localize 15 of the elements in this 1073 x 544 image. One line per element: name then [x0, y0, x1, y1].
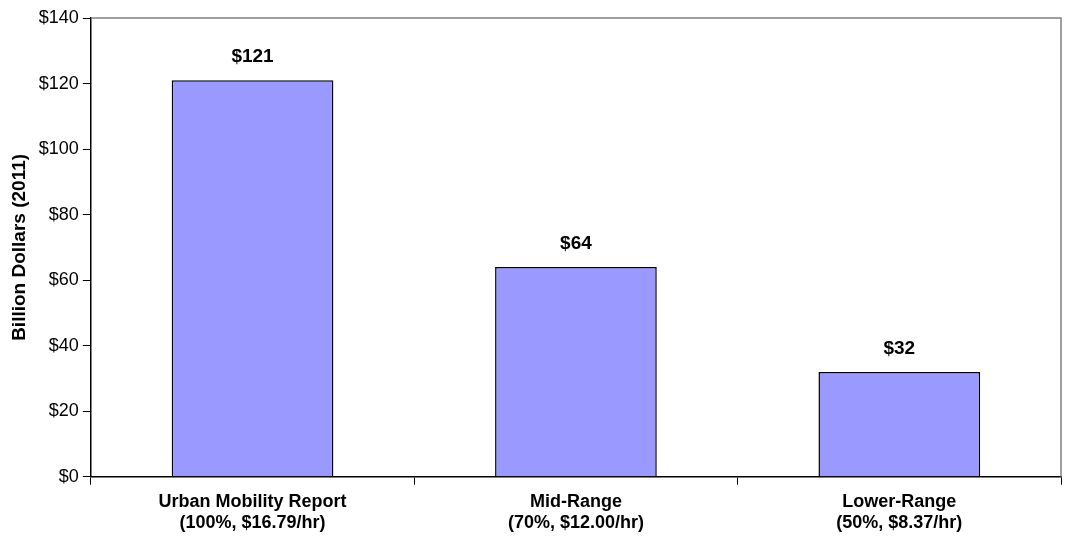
y-tick-label: $60: [48, 269, 79, 290]
y-tick-label: $120: [38, 72, 79, 93]
data-label: $64: [560, 231, 593, 253]
y-tick-label: $140: [38, 6, 79, 27]
y-tick-label: $20: [48, 400, 79, 421]
y-axis-title: Billion Dollars (2011): [7, 153, 29, 341]
data-label: $32: [883, 336, 916, 358]
y-tick-label: $0: [58, 465, 79, 486]
x-tick-label: Mid-Range (70%, $12.00/hr): [507, 490, 644, 533]
y-tick-label: $40: [48, 334, 79, 355]
x-tick-label: Lower-Range (50%, $8.37/hr): [836, 490, 963, 533]
y-tick-label: $100: [38, 138, 79, 159]
y-tick-label: $80: [48, 203, 79, 224]
x-tick-label: Urban Mobility Report (100%, $16.79/hr): [158, 490, 347, 533]
data-label: $121: [231, 45, 275, 66]
